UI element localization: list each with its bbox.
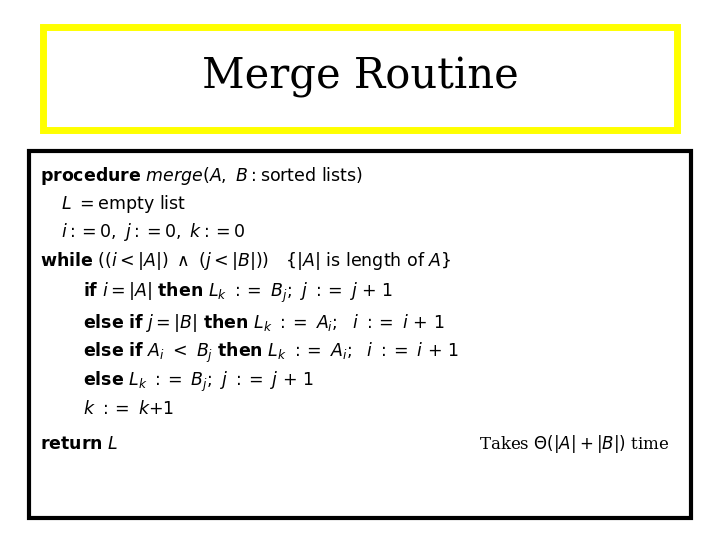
Text: Takes $\Theta(|A|+|B|)$ time: Takes $\Theta(|A|+|B|)$ time [480, 433, 670, 455]
Text: $\mathbf{if}\ \mathit{i}\mathrm{=|}\mathit{A}\mathrm{|}\ \mathbf{then}\ \mathit{: $\mathbf{if}\ \mathit{i}\mathrm{=|}\math… [83, 281, 393, 305]
Text: $\mathit{k}\ \mathrm{:=}\ \mathit{k}\mathrm{+1}$: $\mathit{k}\ \mathrm{:=}\ \mathit{k}\mat… [83, 400, 174, 418]
Text: $\mathbf{else}\ \mathit{L}_k\ \mathrm{:=}\ \mathit{B}_j\mathrm{;}\ \mathit{j}\ \: $\mathbf{else}\ \mathit{L}_k\ \mathrm{:=… [83, 370, 313, 394]
Text: Merge Routine: Merge Routine [202, 56, 518, 98]
FancyBboxPatch shape [29, 151, 691, 518]
Text: $\mathbf{return}\ \mathit{L}$: $\mathbf{return}\ \mathit{L}$ [40, 435, 118, 453]
Text: $\mathit{L}\ \mathrm{= empty\ list}$: $\mathit{L}\ \mathrm{= empty\ list}$ [61, 193, 186, 215]
Text: $\mathbf{else\ if}\ \mathit{A}_i\ \mathrm{<}\ \mathit{B}_j\ \mathbf{then}\ \math: $\mathbf{else\ if}\ \mathit{A}_i\ \mathr… [83, 341, 459, 365]
FancyBboxPatch shape [43, 27, 677, 130]
Text: $\mathbf{while}\ \mathrm{((}\mathit{i}\mathrm{<|}\mathit{A}\mathrm{|)\ \wedge\ (: $\mathbf{while}\ \mathrm{((}\mathit{i}\m… [40, 251, 451, 272]
Text: $\mathit{i}\mathrm{:=0,}\ \mathit{j}\mathrm{:=0,}\ \mathit{k}\mathrm{:=0}$: $\mathit{i}\mathrm{:=0,}\ \mathit{j}\mat… [61, 221, 246, 243]
Text: $\mathbf{procedure}\ \mathit{merge(A,\ B}\mathrm{: sorted\ lists)}$: $\mathbf{procedure}\ \mathit{merge(A,\ B… [40, 165, 362, 187]
Text: $\mathbf{else\ if}\ \mathit{j}\mathrm{=|}\mathit{B}\mathrm{|}\ \mathbf{then}\ \m: $\mathbf{else\ if}\ \mathit{j}\mathrm{=|… [83, 312, 444, 334]
